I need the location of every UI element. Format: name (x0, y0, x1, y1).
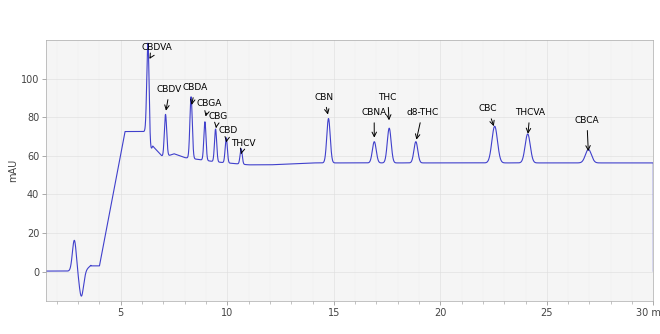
Text: CBDVA: CBDVA (141, 43, 172, 58)
Text: CBNA: CBNA (362, 108, 387, 137)
Text: CBG: CBG (208, 112, 227, 127)
Text: THCVA: THCVA (515, 108, 545, 133)
Text: CBDV: CBDV (157, 85, 182, 110)
Text: CBD: CBD (218, 126, 238, 141)
Text: CBDA: CBDA (183, 83, 208, 104)
Text: CBGA: CBGA (197, 99, 222, 116)
Text: d8-THC: d8-THC (407, 108, 438, 139)
Text: CBC: CBC (478, 105, 497, 125)
Text: CBCA: CBCA (575, 116, 599, 150)
Text: THCV: THCV (232, 139, 256, 154)
Text: THC: THC (379, 93, 397, 119)
Y-axis label: mAU: mAU (8, 159, 18, 182)
Text: CBN: CBN (315, 93, 334, 114)
